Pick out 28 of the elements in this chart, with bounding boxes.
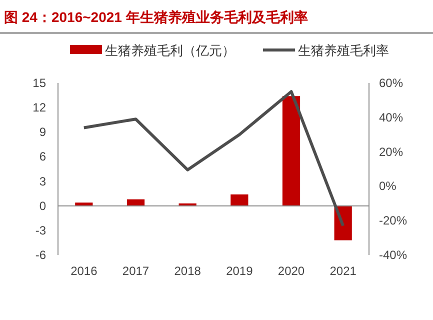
x-tick-label: 2018: [174, 264, 202, 278]
legend-label: 生猪养殖毛利（亿元）: [105, 43, 235, 58]
y-tick-label: 3: [39, 174, 46, 188]
y-tick-label: 12: [32, 100, 46, 115]
y2-tick-label: 40%: [379, 110, 404, 124]
x-tick-label: 2020: [278, 264, 305, 278]
chart-title: 图 24：2016~2021 年生猪养殖业务毛利及毛利率: [4, 9, 308, 25]
y2-tick-label: -40%: [379, 248, 408, 262]
x-tick-label: 2021: [330, 264, 357, 278]
y2-tick-label: 20%: [379, 144, 404, 159]
x-tick-label: 2019: [226, 264, 254, 278]
y-tick-label: 6: [39, 150, 46, 164]
x-tick-label: 2016: [70, 264, 98, 278]
legend-label: 生猪养殖毛利率: [298, 43, 389, 58]
line-series: [82, 90, 345, 228]
y2-tick-label: -20%: [379, 214, 408, 228]
y-tick-label: 15: [32, 76, 46, 90]
y-tick-label: 9: [39, 125, 46, 140]
y-tick-label: -3: [35, 223, 46, 238]
bar: [75, 202, 93, 206]
bar: [230, 194, 248, 206]
y-tick-label: 0: [39, 198, 46, 213]
y-tick-label: -6: [35, 248, 46, 262]
x-tick-label: 2017: [122, 264, 150, 278]
y2-tick-label: 60%: [379, 76, 404, 90]
y2-tick-label: 0%: [379, 179, 397, 194]
bar: [126, 199, 145, 206]
bar: [282, 96, 300, 206]
